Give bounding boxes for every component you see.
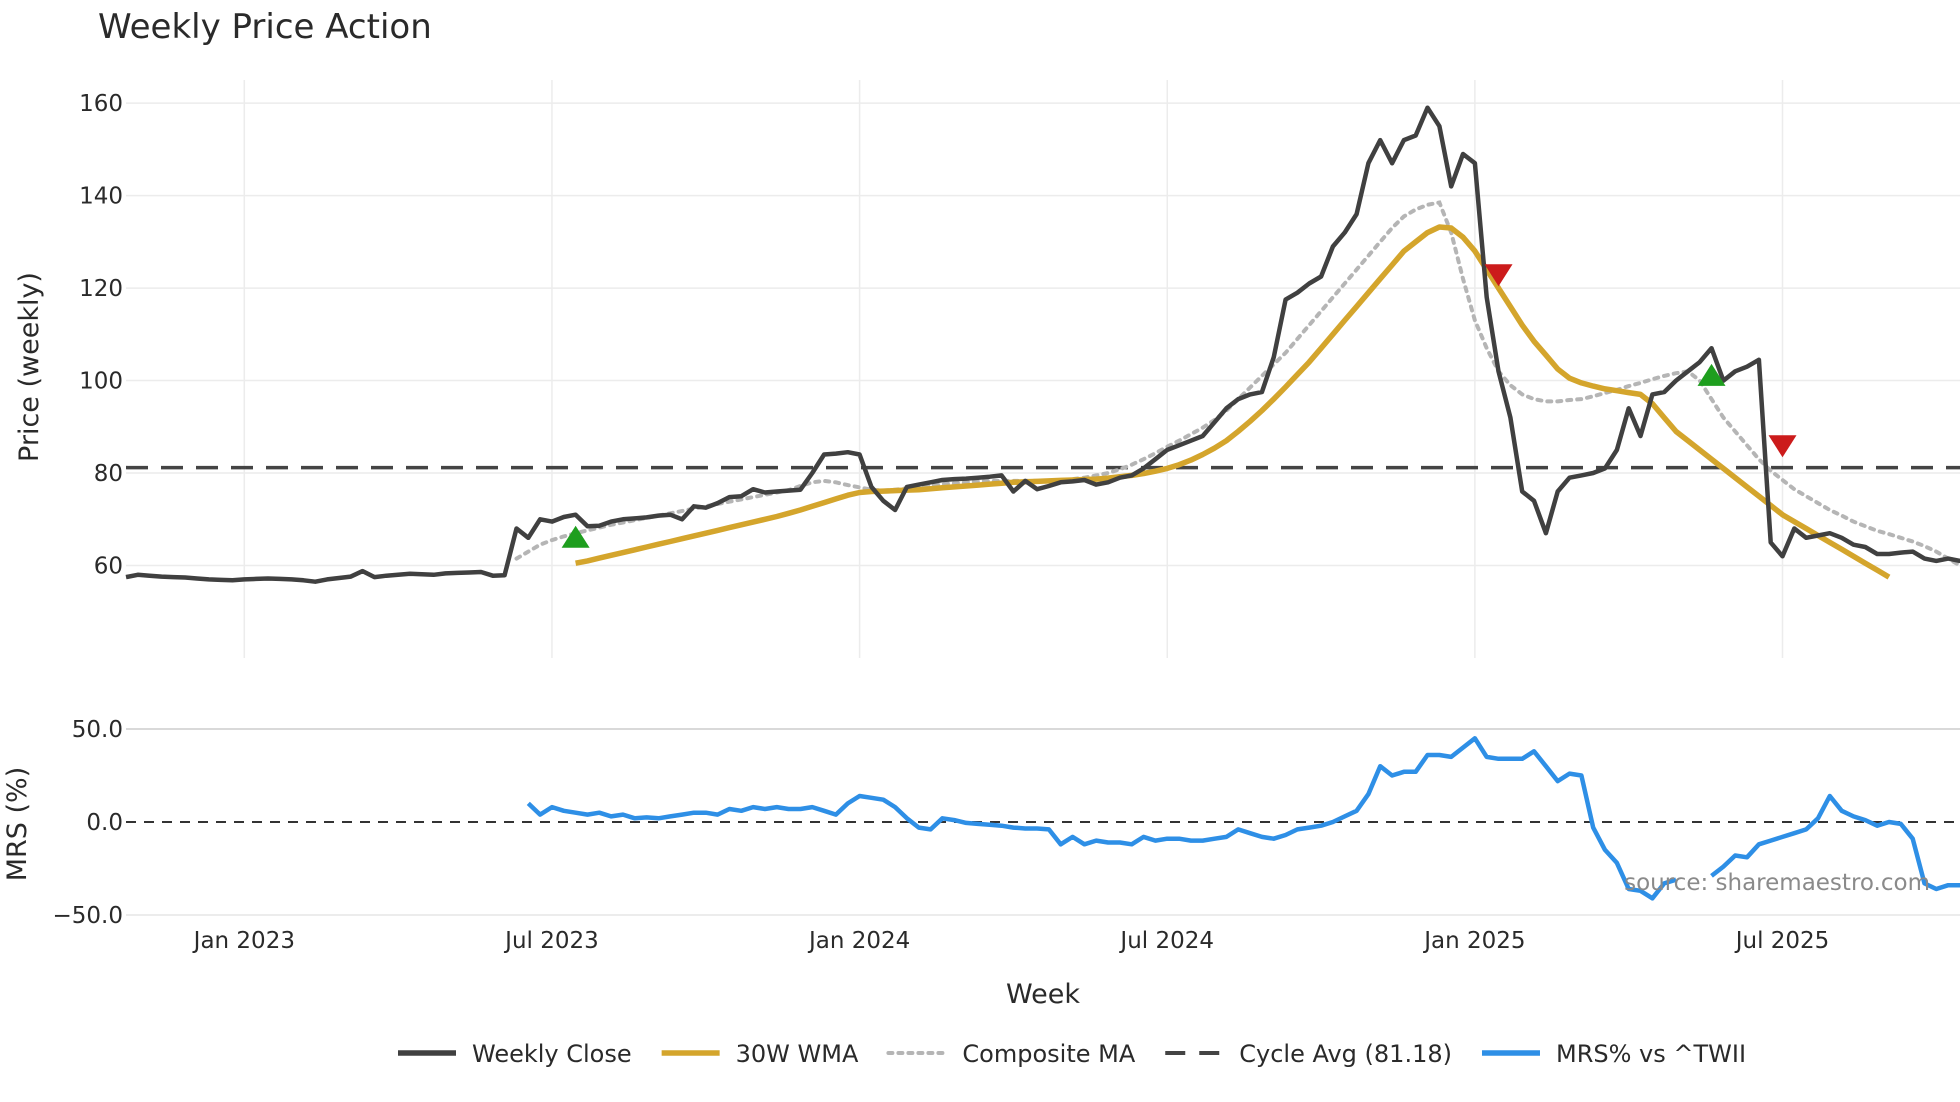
legend-label-0: Weekly Close <box>472 1040 632 1068</box>
price-panel: 60 80 100 120 140 160 <box>79 80 1960 658</box>
chart-title: Weekly Price Action <box>98 7 432 47</box>
mrs-y-axis-title: MRS (%) <box>2 767 33 882</box>
legend-label-3: Cycle Avg (81.18) <box>1239 1040 1452 1068</box>
price-y-axis-title: Price (weekly) <box>14 272 45 462</box>
buy-signal-marker <box>1697 363 1726 386</box>
x-tick-label: Jul 2024 <box>1118 928 1214 954</box>
signal-markers <box>561 264 1797 548</box>
legend-label-1: 30W WMA <box>736 1040 859 1068</box>
sell-signal-marker <box>1768 435 1797 458</box>
x-tick-label: Jan 2025 <box>1422 928 1525 954</box>
mrs-y-tick-label: 0.0 <box>86 810 123 836</box>
price-y-tick-label: 60 <box>94 554 123 580</box>
mrs-y-tick-label: 50.0 <box>72 717 123 743</box>
legend: Weekly Close 30W WMA Composite MA Cycle Avg… <box>398 1040 1746 1068</box>
mrs-line <box>526 736 1960 901</box>
x-tick-label: Jul 2023 <box>503 928 599 954</box>
price-y-tick-label: 80 <box>94 461 123 487</box>
buy-signal-marker <box>561 525 590 548</box>
weekly-close-line <box>125 105 1960 584</box>
source-watermark: source: sharemaestro.com <box>1624 870 1930 896</box>
sell-signal-marker <box>1484 264 1513 287</box>
composite-ma-line <box>514 200 1960 568</box>
price-y-ticks: 60 80 100 120 140 160 <box>79 91 123 579</box>
price-grid <box>126 80 1960 658</box>
mrs-y-tick-label: −50.0 <box>53 903 123 929</box>
price-y-tick-label: 140 <box>79 184 123 210</box>
mrs-grid <box>126 728 1960 916</box>
mrs-panel: 50.0 0.0 −50.0 <box>53 717 1960 929</box>
x-axis-title: Week <box>1006 979 1080 1010</box>
price-y-tick-label: 120 <box>79 276 123 302</box>
price-y-tick-label: 100 <box>79 369 123 395</box>
price-y-tick-label: 160 <box>79 91 123 117</box>
x-tick-label: Jan 2023 <box>192 928 295 954</box>
x-axis-ticks: Jan 2023 Jul 2023 Jan 2024 Jul 2024 Jan 2025… <box>192 928 1830 954</box>
wma-30w-line <box>575 224 1891 580</box>
x-tick-label: Jul 2025 <box>1734 928 1830 954</box>
legend-label-2: Composite MA <box>962 1040 1135 1068</box>
legend-label-4: MRS% vs ^TWII <box>1556 1040 1746 1068</box>
mrs-y-ticks: 50.0 0.0 −50.0 <box>53 717 123 929</box>
x-tick-label: Jan 2024 <box>807 928 910 954</box>
